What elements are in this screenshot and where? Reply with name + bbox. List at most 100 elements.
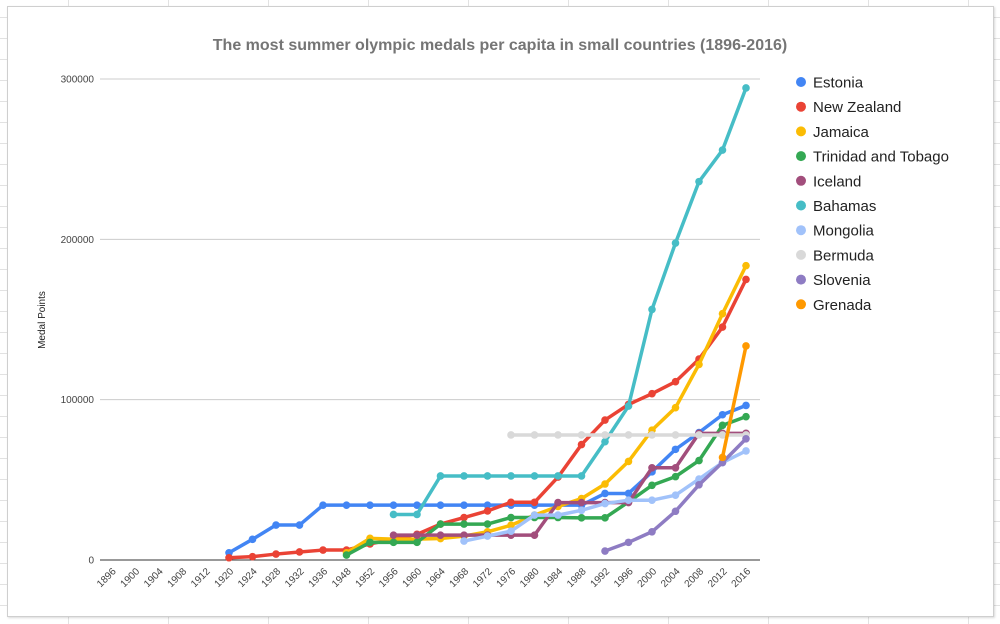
data-point[interactable] bbox=[413, 538, 421, 547]
data-point[interactable] bbox=[624, 431, 633, 439]
data-point[interactable] bbox=[671, 445, 680, 454]
series-new-zealand[interactable] bbox=[225, 275, 750, 562]
data-point[interactable] bbox=[601, 499, 609, 508]
legend-item[interactable]: Mongolia bbox=[796, 223, 875, 240]
data-point[interactable] bbox=[601, 489, 609, 498]
data-point[interactable] bbox=[530, 498, 539, 507]
data-point[interactable] bbox=[742, 84, 750, 92]
data-point[interactable] bbox=[577, 472, 586, 480]
data-point[interactable] bbox=[648, 305, 656, 314]
data-point[interactable] bbox=[671, 239, 680, 247]
legend-item[interactable]: Iceland bbox=[796, 173, 861, 190]
series-jamaica[interactable] bbox=[342, 261, 750, 557]
data-point[interactable] bbox=[718, 421, 727, 430]
data-point[interactable] bbox=[554, 472, 562, 480]
legend-item[interactable]: Trinidad and Tobago bbox=[796, 149, 949, 166]
data-point[interactable] bbox=[530, 531, 539, 539]
data-point[interactable] bbox=[272, 550, 280, 558]
data-point[interactable] bbox=[366, 501, 374, 509]
data-point[interactable] bbox=[460, 472, 468, 480]
data-point[interactable] bbox=[577, 514, 586, 522]
data-point[interactable] bbox=[483, 520, 492, 528]
data-point[interactable] bbox=[507, 472, 515, 480]
series-bahamas[interactable] bbox=[389, 84, 750, 519]
data-point[interactable] bbox=[601, 480, 609, 488]
data-point[interactable] bbox=[436, 472, 445, 480]
legend-item[interactable]: Slovenia bbox=[796, 272, 871, 289]
data-point[interactable] bbox=[413, 501, 421, 509]
data-point[interactable] bbox=[483, 532, 492, 540]
data-point[interactable] bbox=[718, 146, 727, 154]
data-point[interactable] bbox=[248, 552, 257, 561]
data-point[interactable] bbox=[460, 531, 468, 539]
data-point[interactable] bbox=[295, 548, 304, 556]
data-point[interactable] bbox=[718, 431, 727, 439]
legend-item[interactable]: Bahamas bbox=[796, 198, 876, 215]
data-point[interactable] bbox=[530, 472, 539, 480]
data-point[interactable] bbox=[742, 434, 750, 443]
legend-item[interactable]: Grenada bbox=[796, 297, 872, 314]
data-point[interactable] bbox=[554, 511, 562, 519]
data-point[interactable] bbox=[248, 535, 257, 544]
data-point[interactable] bbox=[718, 453, 727, 462]
data-point[interactable] bbox=[272, 521, 280, 529]
series-grenada[interactable] bbox=[718, 342, 750, 462]
legend-item[interactable]: Bermuda bbox=[796, 247, 875, 264]
data-point[interactable] bbox=[624, 489, 633, 498]
data-point[interactable] bbox=[624, 496, 633, 504]
data-point[interactable] bbox=[577, 498, 586, 507]
data-point[interactable] bbox=[507, 527, 515, 535]
data-point[interactable] bbox=[507, 498, 515, 507]
data-point[interactable] bbox=[483, 472, 492, 480]
data-point[interactable] bbox=[483, 507, 492, 515]
data-point[interactable] bbox=[554, 498, 562, 507]
data-point[interactable] bbox=[648, 431, 656, 439]
data-point[interactable] bbox=[671, 464, 680, 472]
data-point[interactable] bbox=[295, 521, 304, 529]
data-point[interactable] bbox=[413, 510, 421, 519]
data-point[interactable] bbox=[483, 501, 492, 509]
data-point[interactable] bbox=[436, 531, 445, 539]
data-point[interactable] bbox=[671, 431, 680, 439]
data-point[interactable] bbox=[671, 472, 680, 481]
data-point[interactable] bbox=[413, 531, 421, 539]
data-point[interactable] bbox=[319, 546, 327, 554]
data-point[interactable] bbox=[530, 511, 539, 519]
data-point[interactable] bbox=[742, 447, 750, 455]
data-point[interactable] bbox=[718, 410, 727, 419]
data-point[interactable] bbox=[695, 360, 703, 369]
data-point[interactable] bbox=[742, 261, 750, 270]
data-point[interactable] bbox=[507, 513, 515, 522]
data-point[interactable] bbox=[436, 520, 445, 528]
data-point[interactable] bbox=[366, 538, 374, 547]
data-point[interactable] bbox=[671, 507, 680, 516]
data-point[interactable] bbox=[460, 513, 468, 522]
data-point[interactable] bbox=[389, 531, 398, 539]
data-point[interactable] bbox=[342, 501, 351, 509]
data-point[interactable] bbox=[507, 521, 515, 530]
legend-item[interactable]: Estonia bbox=[796, 75, 864, 92]
data-point[interactable] bbox=[671, 491, 680, 500]
data-point[interactable] bbox=[460, 520, 468, 528]
data-point[interactable] bbox=[648, 481, 656, 490]
data-point[interactable] bbox=[648, 464, 656, 472]
data-point[interactable] bbox=[342, 551, 351, 559]
data-point[interactable] bbox=[742, 412, 750, 421]
data-point[interactable] bbox=[389, 538, 398, 547]
data-point[interactable] bbox=[718, 309, 727, 318]
data-point[interactable] bbox=[389, 510, 398, 519]
data-point[interactable] bbox=[624, 538, 633, 547]
data-point[interactable] bbox=[601, 514, 609, 522]
data-point[interactable] bbox=[671, 403, 680, 412]
data-point[interactable] bbox=[718, 323, 727, 331]
legend-item[interactable]: New Zealand bbox=[796, 99, 901, 116]
data-point[interactable] bbox=[648, 527, 656, 536]
data-point[interactable] bbox=[389, 501, 398, 509]
data-point[interactable] bbox=[671, 377, 680, 386]
data-point[interactable] bbox=[460, 537, 468, 545]
legend-item[interactable]: Jamaica bbox=[796, 124, 870, 141]
data-point[interactable] bbox=[648, 389, 656, 398]
data-point[interactable] bbox=[601, 547, 609, 555]
data-point[interactable] bbox=[624, 457, 633, 466]
data-point[interactable] bbox=[577, 431, 586, 439]
